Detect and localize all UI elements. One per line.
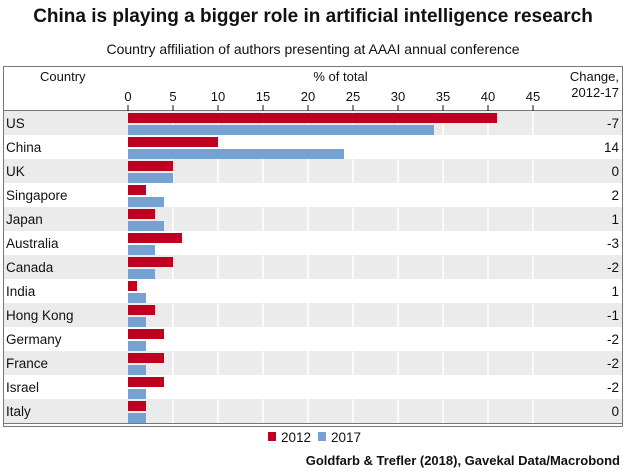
bar-2012 (128, 209, 155, 219)
category-label: Japan (6, 212, 43, 227)
change-value: 2 (611, 188, 619, 203)
category-label: China (6, 140, 42, 155)
change-header-line2: 2012-17 (571, 85, 619, 100)
bar-2012 (128, 185, 146, 195)
change-value: 1 (611, 284, 619, 299)
change-value: -2 (607, 260, 619, 275)
row-band (4, 207, 622, 231)
bar-2017 (128, 341, 146, 351)
change-value: -2 (607, 332, 619, 347)
category-label: Australia (6, 236, 59, 251)
category-header: Country (40, 69, 86, 84)
bar-2017 (128, 245, 155, 255)
bar-2017 (128, 413, 146, 423)
bar-2017 (128, 365, 146, 375)
x-tick-label: 35 (436, 89, 450, 104)
bar-2012 (128, 113, 497, 123)
category-label: India (6, 284, 36, 299)
legend-label: 2012 (281, 430, 311, 445)
change-header-line1: Change, (570, 69, 619, 84)
change-value: -7 (607, 116, 619, 131)
category-label: Germany (6, 332, 62, 347)
bar-2012 (128, 161, 173, 171)
category-label: Israel (6, 380, 39, 395)
x-tick-label: 20 (301, 89, 315, 104)
legend-swatch-2012 (268, 432, 276, 441)
legend-label: 2017 (331, 430, 361, 445)
change-value: 0 (611, 404, 619, 419)
category-label: France (6, 356, 48, 371)
bar-2017 (128, 197, 164, 207)
bar-2012 (128, 401, 146, 411)
x-tick-label: 30 (391, 89, 405, 104)
bar-2012 (128, 329, 164, 339)
x-tick-label: 10 (211, 89, 225, 104)
chart-source: Goldfarb & Trefler (2018), Gavekal Data/… (305, 453, 620, 468)
bar-2012 (128, 305, 155, 315)
row-band (4, 303, 622, 327)
x-tick-label: 40 (481, 89, 495, 104)
bar-2012 (128, 257, 173, 267)
change-value: -3 (607, 236, 619, 251)
change-value: 0 (611, 164, 619, 179)
change-value: 1 (611, 212, 619, 227)
bar-2017 (128, 149, 344, 159)
chart-subtitle: Country affiliation of authors presentin… (106, 41, 520, 57)
row-band (4, 255, 622, 279)
category-label: Canada (6, 260, 54, 275)
legend-swatch-2017 (318, 432, 326, 441)
bar-2012 (128, 233, 182, 243)
bar-2017 (128, 293, 146, 303)
bar-2017 (128, 269, 155, 279)
change-value: -2 (607, 380, 619, 395)
change-value: -2 (607, 356, 619, 371)
x-tick-label: 15 (256, 89, 270, 104)
chart-frame (3, 66, 623, 427)
bar-2017 (128, 173, 173, 183)
change-value: -1 (607, 308, 619, 323)
change-value: 14 (604, 140, 620, 155)
row-band (4, 159, 622, 183)
category-label: Hong Kong (6, 308, 74, 323)
x-tick-label: 45 (526, 89, 540, 104)
row-band (4, 351, 622, 375)
bar-2012 (128, 137, 218, 147)
x-tick-label: 0 (124, 89, 131, 104)
chart-title: China is playing a bigger role in artifi… (33, 6, 593, 27)
x-tick-label: 25 (346, 89, 360, 104)
category-label: Italy (6, 404, 31, 419)
x-tick-label: 5 (169, 89, 176, 104)
x-axis-label: % of total (313, 69, 367, 84)
row-band (4, 399, 622, 423)
bar-2012 (128, 281, 137, 291)
category-label: US (6, 116, 25, 131)
category-label: UK (6, 164, 25, 179)
bar-2017 (128, 317, 146, 327)
bar-2017 (128, 125, 434, 135)
category-label: Singapore (6, 188, 68, 203)
bar-2017 (128, 389, 146, 399)
bar-2012 (128, 377, 164, 387)
bar-2012 (128, 353, 164, 363)
bar-2017 (128, 221, 164, 231)
